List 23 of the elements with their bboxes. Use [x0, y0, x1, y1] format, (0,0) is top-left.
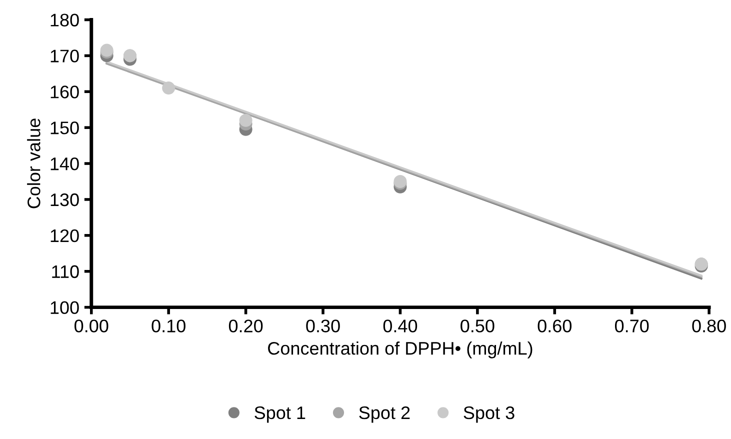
x-tick-label: 0.10: [152, 320, 186, 332]
x-tick-label: 0.20: [228, 320, 263, 332]
y-tick-label: 170: [50, 50, 79, 62]
x-tick-label: 0.00: [74, 320, 108, 332]
x-tick-label: 0.60: [538, 320, 572, 332]
y-tick-label: 100: [50, 301, 79, 314]
legend-label: Spot 2: [359, 406, 410, 423]
y-tick-label: 110: [52, 265, 79, 278]
x-tick-label: 0.50: [460, 320, 494, 332]
x-axis-title: Concentration of DPPH• (mg/mL): [268, 341, 532, 358]
x-tick-label: 0.80: [692, 320, 726, 332]
y-tick-label: 160: [50, 86, 79, 98]
y-tick-label: 120: [50, 229, 79, 242]
y-tick-label: 140: [50, 157, 79, 170]
y-axis-title: Color value: [27, 118, 40, 208]
y-tick-label: 130: [50, 193, 79, 206]
y-tick-label: 180: [50, 14, 79, 26]
legend-label: Spot 3: [464, 406, 514, 423]
y-tick-label: 150: [50, 122, 79, 134]
x-tick-label: 0.30: [306, 320, 340, 332]
legend-label: Spot 1: [254, 406, 306, 423]
x-tick-label: 0.70: [614, 320, 649, 332]
x-tick-label: 0.40: [383, 320, 418, 332]
